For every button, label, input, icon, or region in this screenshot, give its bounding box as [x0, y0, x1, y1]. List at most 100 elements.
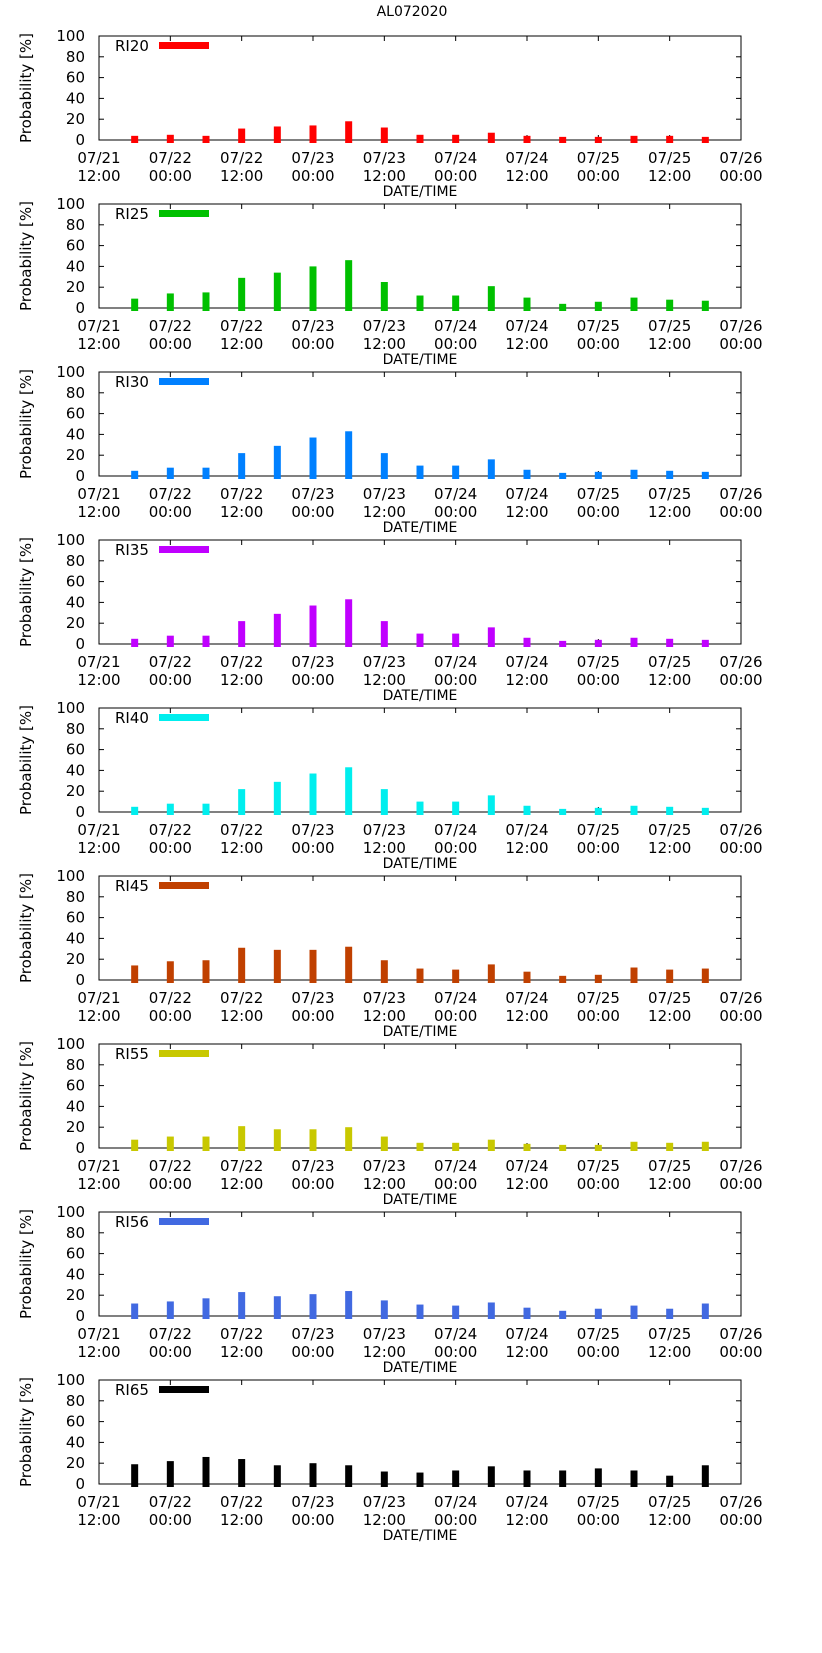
x-tick-label-time: 12:00 [505, 167, 548, 185]
x-tick-label-date: 07/25 [648, 1157, 691, 1175]
legend-label: RI56 [115, 1213, 149, 1231]
x-tick-label-date: 07/21 [77, 1157, 120, 1175]
x-axis-label: DATE/TIME [383, 352, 458, 368]
x-tick-label-date: 07/23 [363, 653, 406, 671]
bar-ri56 [380, 1300, 388, 1319]
bar-ri40 [166, 803, 174, 815]
x-tick-label-date: 07/23 [363, 1157, 406, 1175]
x-tick-label-date: 07/25 [648, 149, 691, 167]
legend-label: RI45 [115, 877, 149, 895]
x-tick-label-time: 00:00 [291, 839, 334, 857]
y-tick-label: 0 [75, 467, 85, 485]
x-axis-label: DATE/TIME [383, 688, 458, 704]
plot-frame [98, 203, 742, 309]
bar-ri65 [416, 1472, 424, 1487]
bar-ri56 [345, 1291, 353, 1319]
bar-ri30 [523, 469, 531, 479]
x-tick-label-time: 00:00 [577, 1175, 620, 1193]
x-tick-label-time: 00:00 [577, 1007, 620, 1025]
x-tick-label-date: 07/23 [363, 149, 406, 167]
bar-ri65 [202, 1456, 210, 1487]
legend-label: RI55 [115, 1045, 149, 1063]
x-tick-label-time: 12:00 [505, 1175, 548, 1193]
x-tick-label-time: 12:00 [648, 671, 691, 689]
x-tick-label-time: 00:00 [149, 167, 192, 185]
bar-ri65 [345, 1465, 353, 1487]
bar-ri56 [630, 1305, 638, 1319]
x-tick-label-date: 07/24 [505, 317, 548, 335]
bar-ri55 [238, 1126, 246, 1151]
bar-ri35 [380, 621, 388, 647]
x-tick-label-date: 07/26 [719, 1493, 762, 1511]
bar-ri25 [238, 277, 246, 311]
plot-frame [98, 875, 742, 981]
x-tick-label-time: 12:00 [363, 1511, 406, 1529]
y-axis-label: Probability [%] [17, 873, 35, 983]
y-tick-label: 40 [66, 1433, 85, 1451]
legend-swatch [159, 1386, 209, 1393]
bar-ri45 [452, 969, 460, 983]
y-tick-label: 100 [56, 195, 85, 213]
x-tick-label-date: 07/23 [363, 821, 406, 839]
x-tick-label-date: 07/24 [505, 149, 548, 167]
y-tick-label: 0 [75, 1307, 85, 1325]
y-tick-label: 60 [66, 573, 85, 591]
x-tick-label-time: 12:00 [363, 335, 406, 353]
x-tick-label-time: 12:00 [363, 167, 406, 185]
bar-ri65 [380, 1471, 388, 1487]
bar-ri65 [273, 1465, 281, 1487]
bar-ri56 [202, 1298, 210, 1319]
y-tick-label: 0 [75, 635, 85, 653]
bar-ri56 [701, 1303, 709, 1319]
x-tick-label-time: 00:00 [149, 335, 192, 353]
x-tick-label-time: 00:00 [149, 1343, 192, 1361]
legend-label: RI20 [115, 37, 149, 55]
bar-ri40 [701, 807, 709, 815]
x-tick-label-date: 07/23 [291, 821, 334, 839]
x-tick-label-time: 00:00 [291, 1175, 334, 1193]
legend-label: RI40 [115, 709, 149, 727]
x-tick-label-time: 00:00 [291, 671, 334, 689]
x-tick-label-date: 07/24 [434, 1493, 477, 1511]
x-tick-label-date: 07/25 [648, 1325, 691, 1343]
plot-frame [98, 1043, 742, 1149]
legend-swatch [159, 210, 209, 217]
y-tick-label: 20 [66, 1286, 85, 1304]
x-tick-label-date: 07/24 [505, 653, 548, 671]
x-tick-label-time: 12:00 [648, 1343, 691, 1361]
x-tick-label-date: 07/22 [149, 149, 192, 167]
bar-ri55 [166, 1136, 174, 1151]
bar-ri55 [273, 1129, 281, 1151]
x-tick-label-date: 07/24 [505, 1157, 548, 1175]
bar-ri30 [630, 469, 638, 479]
y-tick-label: 60 [66, 69, 85, 87]
bar-ri40 [309, 773, 317, 815]
legend-swatch [159, 1050, 209, 1057]
x-tick-label-time: 12:00 [363, 1343, 406, 1361]
x-tick-label-date: 07/23 [363, 989, 406, 1007]
y-tick-label: 20 [66, 278, 85, 296]
y-tick-label: 0 [75, 299, 85, 317]
bar-ri65 [452, 1470, 460, 1487]
x-tick-label-date: 07/24 [434, 989, 477, 1007]
bar-ri40 [380, 789, 388, 815]
bar-ri35 [452, 633, 460, 647]
y-tick-label: 80 [66, 888, 85, 906]
bar-ri65 [166, 1461, 174, 1487]
y-tick-label: 0 [75, 1475, 85, 1493]
x-tick-label-time: 12:00 [505, 1343, 548, 1361]
bar-ri55 [131, 1139, 139, 1151]
legend-swatch [159, 546, 209, 553]
x-tick-label-time: 12:00 [77, 1343, 120, 1361]
x-tick-label-date: 07/22 [149, 1157, 192, 1175]
x-tick-label-time: 12:00 [220, 167, 263, 185]
y-axis-label: Probability [%] [17, 1041, 35, 1151]
bar-ri30 [131, 470, 139, 479]
y-axis-label: Probability [%] [17, 33, 35, 143]
x-tick-label-time: 00:00 [291, 1007, 334, 1025]
legend-swatch [159, 1218, 209, 1225]
x-tick-label-date: 07/23 [363, 1325, 406, 1343]
x-tick-label-time: 00:00 [291, 335, 334, 353]
x-tick-label-time: 00:00 [434, 671, 477, 689]
x-tick-label-time: 00:00 [149, 1511, 192, 1529]
